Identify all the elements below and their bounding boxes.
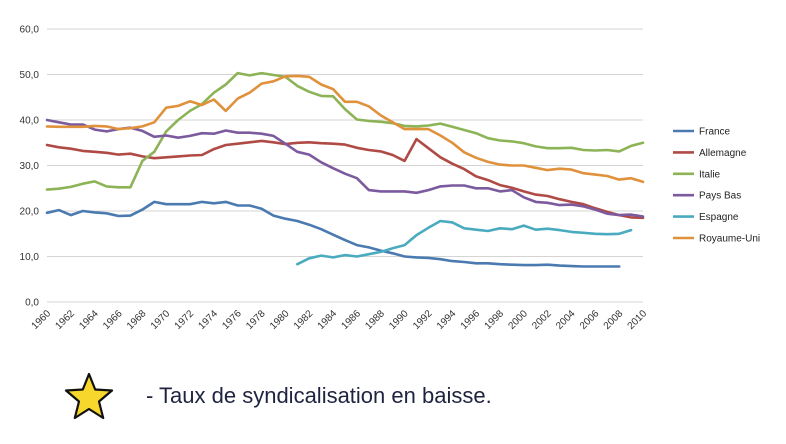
- x-tick-label: 1982: [292, 308, 316, 332]
- x-tick-label: 1988: [363, 308, 387, 332]
- series-line-france: [45, 200, 621, 268]
- x-tick-label: 2006: [578, 308, 602, 332]
- series-line-italie: [45, 71, 645, 191]
- x-tick-label: 1992: [411, 308, 435, 332]
- y-axis-ticks: 0,0 10,0 20,0 30,0 40,0 50,0 60,0: [20, 25, 40, 309]
- x-tick-label: 1972: [173, 308, 197, 332]
- x-tick-label: 1990: [387, 308, 411, 332]
- series-line-espagne: [295, 219, 633, 266]
- x-tick-label: 2010: [626, 308, 650, 332]
- x-tick-label: 1976: [220, 308, 244, 332]
- series-lines: [45, 71, 645, 268]
- legend: France Allemagne Italie Pays Bas Espagne Roya…: [673, 127, 760, 245]
- x-tick-label: 1978: [244, 308, 268, 332]
- x-tick-label: 2002: [530, 308, 554, 332]
- caption: - Taux de syndicalisation en baisse.: [62, 372, 492, 420]
- x-tick-label: 1996: [459, 308, 483, 332]
- x-tick-label: 1974: [196, 308, 220, 332]
- x-tick-label: 1964: [77, 308, 101, 332]
- x-tick-label: 1968: [125, 308, 149, 332]
- y-tick-label: 0,0: [25, 298, 39, 309]
- y-tick-label: 50,0: [20, 70, 40, 81]
- x-tick-label: 1962: [53, 308, 77, 332]
- x-tick-label: 2000: [506, 308, 530, 332]
- legend-label: Pays Bas: [699, 191, 741, 202]
- x-tick-label: 1986: [340, 308, 364, 332]
- legend-label: Espagne: [699, 212, 739, 223]
- y-tick-label: 60,0: [20, 25, 40, 36]
- y-tick-label: 20,0: [20, 207, 40, 218]
- series-line-allemagne: [45, 137, 645, 220]
- y-tick-label: 10,0: [20, 252, 40, 263]
- gridlines: [47, 28, 643, 303]
- legend-label: Italie: [699, 169, 721, 180]
- x-tick-label: 1984: [316, 308, 340, 332]
- x-tick-label: 2004: [554, 308, 578, 332]
- x-tick-label: 1998: [483, 308, 507, 332]
- x-tick-label: 2008: [602, 308, 626, 332]
- caption-text: - Taux de syndicalisation en baisse.: [146, 383, 492, 408]
- y-tick-label: 40,0: [20, 116, 40, 127]
- line-chart: 0,0 10,0 20,0 30,0 40,0 50,0 60,0 1960 1962 1964…: [20, 25, 761, 332]
- legend-label: Royaume-Uni: [699, 234, 760, 245]
- x-tick-label: 1966: [101, 308, 125, 332]
- legend-label: France: [699, 127, 731, 138]
- legend-label: Allemagne: [699, 148, 747, 159]
- x-tick-label: 1970: [149, 308, 173, 332]
- x-axis-ticks: 1960 1962 1964 1966 1968 1970 1972 1974 1976 1978…: [30, 308, 650, 332]
- x-tick-label: 1980: [268, 308, 292, 332]
- y-tick-label: 30,0: [20, 161, 40, 172]
- x-tick-label: 1960: [30, 308, 54, 332]
- x-tick-label: 1994: [435, 308, 459, 332]
- series-line-royaume-uni: [45, 74, 645, 184]
- series-line-pays-bas: [45, 118, 645, 218]
- star-icon: [64, 372, 114, 420]
